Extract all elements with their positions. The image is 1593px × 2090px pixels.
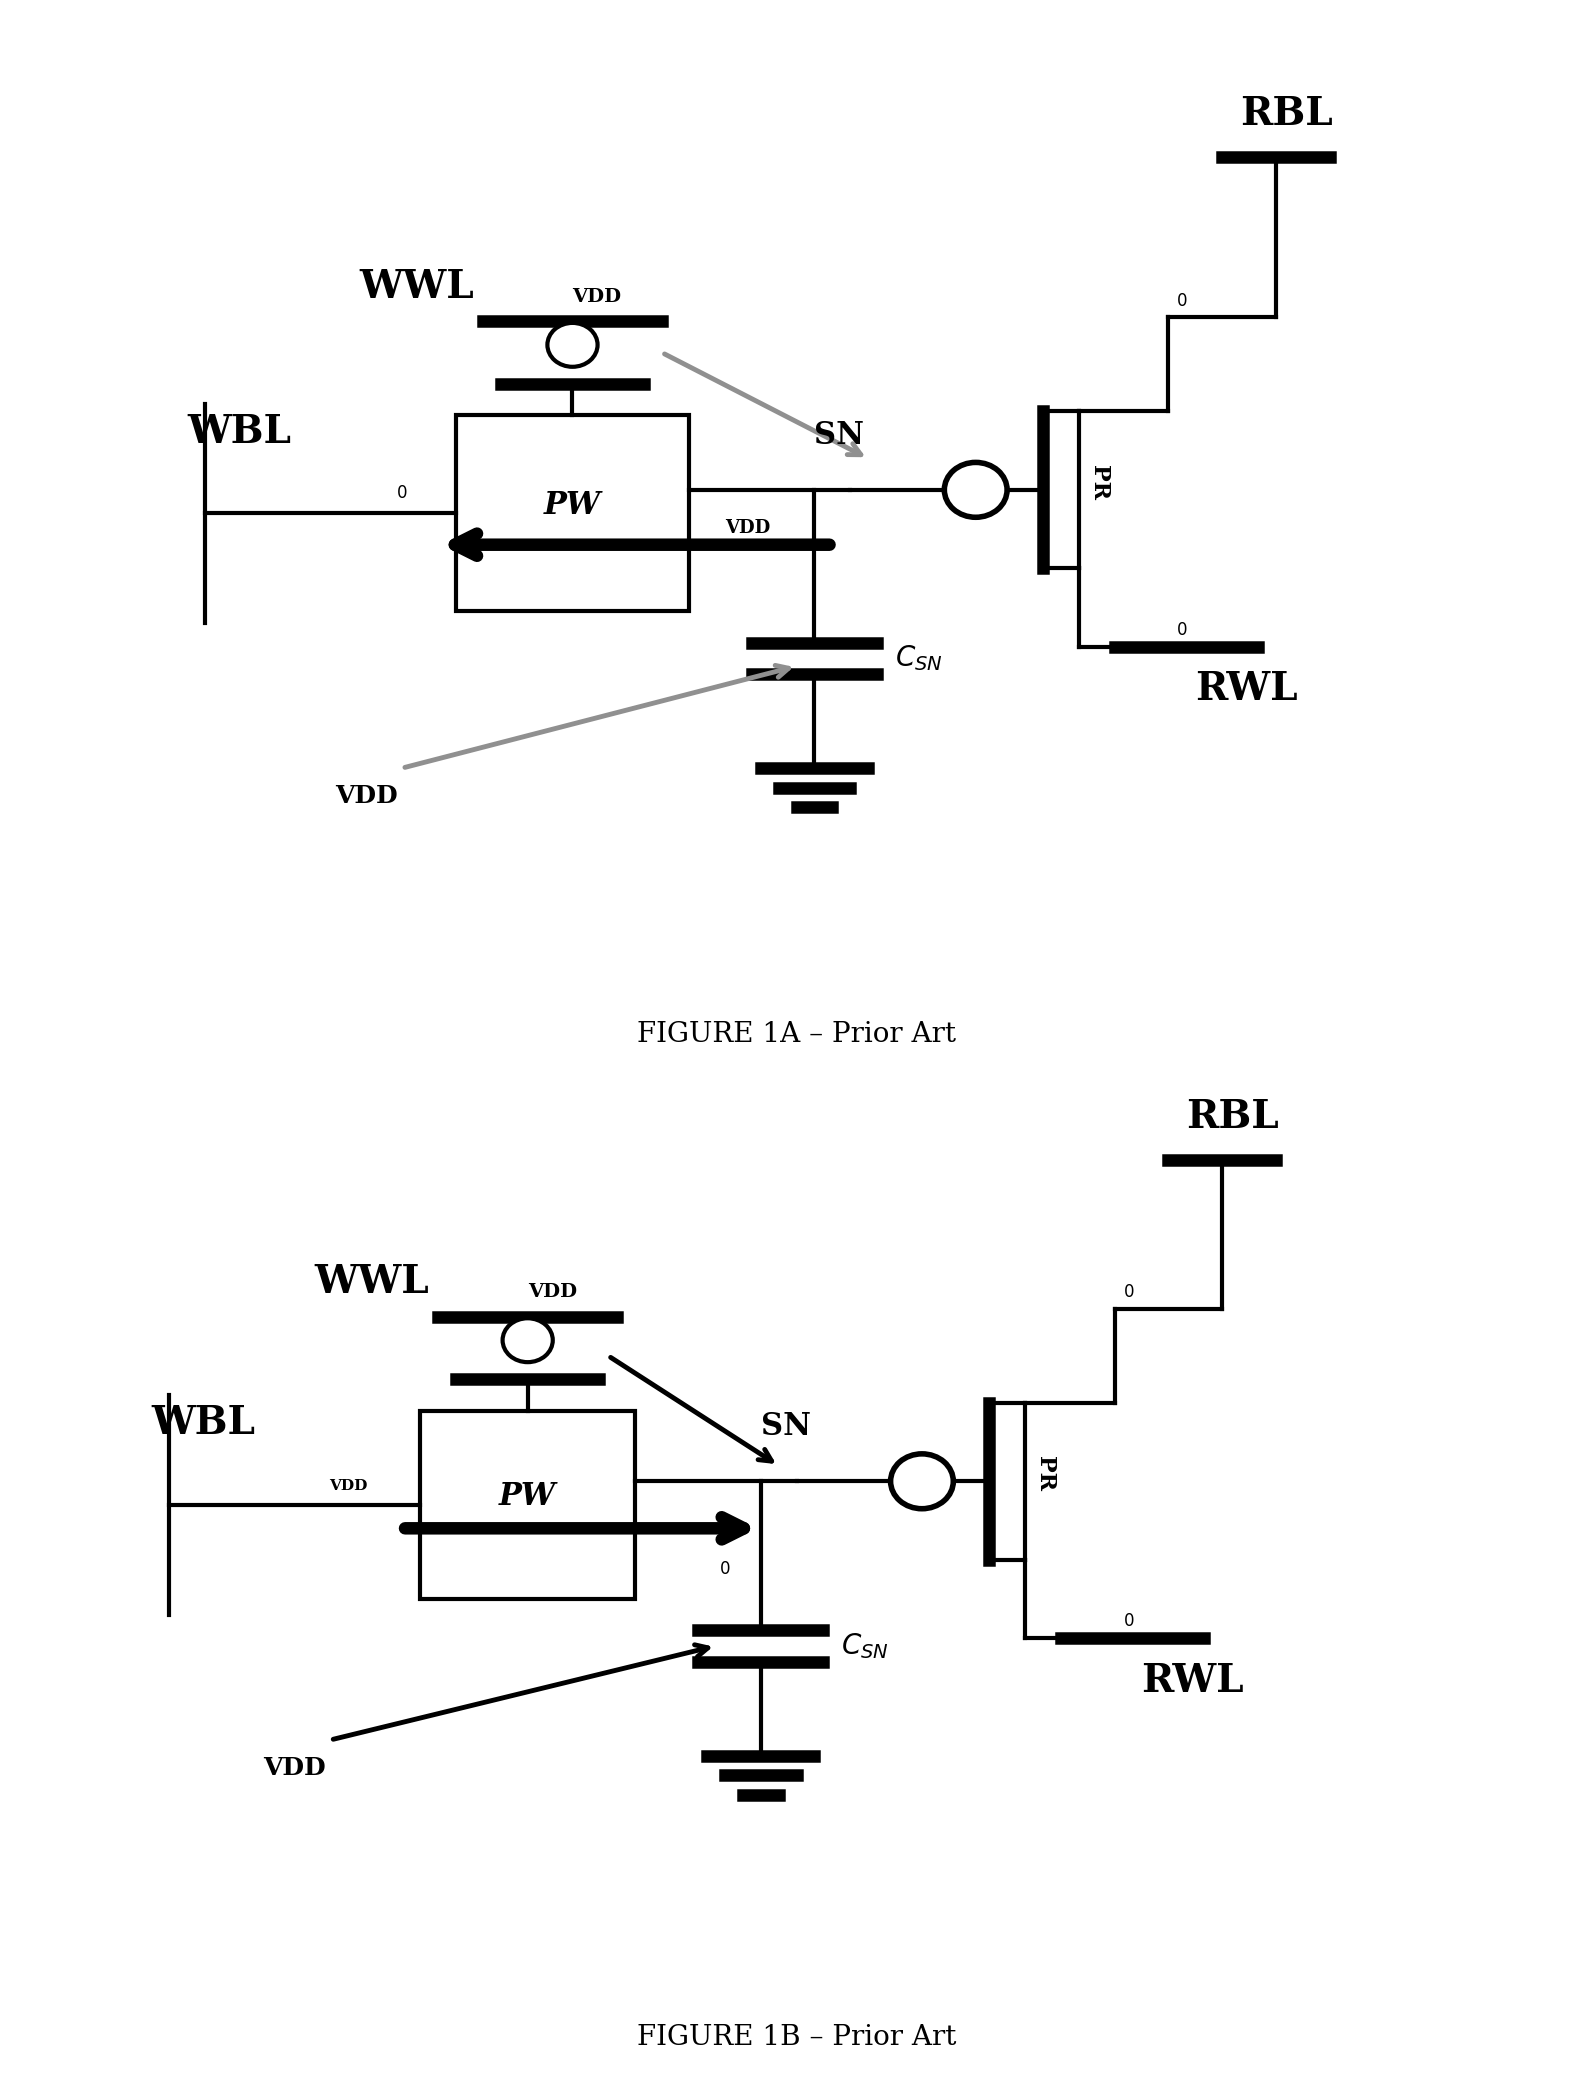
Text: 0: 0 bbox=[1123, 1283, 1134, 1300]
Text: WWL: WWL bbox=[358, 268, 475, 305]
Text: 0: 0 bbox=[397, 483, 408, 502]
Text: 0: 0 bbox=[1123, 1611, 1134, 1630]
Circle shape bbox=[503, 1319, 553, 1363]
Text: VDD: VDD bbox=[330, 1480, 368, 1492]
Text: PR: PR bbox=[1088, 464, 1110, 500]
Circle shape bbox=[548, 324, 597, 368]
Text: FIGURE 1A – Prior Art: FIGURE 1A – Prior Art bbox=[637, 1022, 956, 1047]
Text: 0: 0 bbox=[720, 1559, 730, 1578]
Text: VDD: VDD bbox=[527, 1283, 577, 1300]
Text: 0: 0 bbox=[1177, 293, 1188, 309]
Text: PW: PW bbox=[543, 489, 601, 520]
Text: RWL: RWL bbox=[1195, 671, 1298, 709]
Text: WBL: WBL bbox=[151, 1404, 255, 1442]
Text: VDD: VDD bbox=[263, 1756, 327, 1779]
Text: PW: PW bbox=[499, 1482, 556, 1513]
Text: VDD: VDD bbox=[725, 518, 769, 537]
Circle shape bbox=[890, 1455, 953, 1509]
Text: $C_{SN}$: $C_{SN}$ bbox=[895, 644, 943, 673]
Text: $C_{SN}$: $C_{SN}$ bbox=[841, 1630, 889, 1662]
Text: 0: 0 bbox=[1177, 621, 1188, 640]
Bar bbox=[421, 1411, 636, 1599]
Text: PR: PR bbox=[1034, 1457, 1056, 1490]
Circle shape bbox=[945, 462, 1007, 518]
Text: WBL: WBL bbox=[188, 412, 292, 451]
Text: FIGURE 1B – Prior Art: FIGURE 1B – Prior Art bbox=[637, 2025, 956, 2050]
Text: SN: SN bbox=[761, 1411, 811, 1442]
Text: SN: SN bbox=[814, 420, 865, 451]
Text: RBL: RBL bbox=[1187, 1099, 1279, 1137]
Text: RBL: RBL bbox=[1239, 96, 1333, 134]
Text: WWL: WWL bbox=[314, 1262, 429, 1300]
Bar bbox=[456, 416, 690, 610]
Text: RWL: RWL bbox=[1142, 1662, 1244, 1699]
Text: VDD: VDD bbox=[572, 288, 621, 305]
Text: VDD: VDD bbox=[335, 784, 398, 807]
